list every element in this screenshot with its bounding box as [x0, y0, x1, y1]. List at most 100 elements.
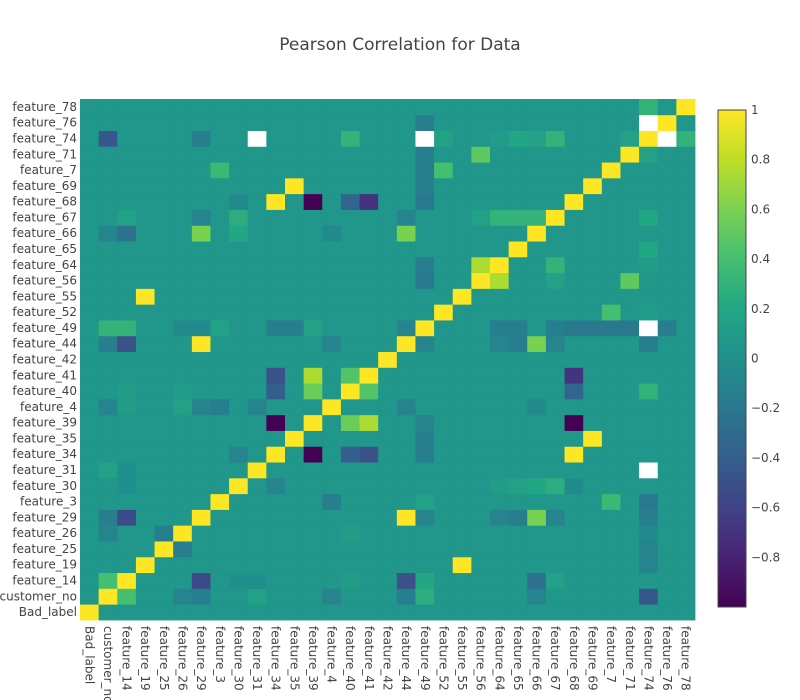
heatmap-cell	[229, 493, 249, 510]
heatmap-cell	[545, 351, 565, 368]
heatmap-cell	[229, 572, 249, 589]
heatmap-cell	[266, 398, 286, 416]
colorbar-tick-label: −0.2	[751, 401, 780, 415]
heatmap-cell	[620, 477, 640, 495]
heatmap-cell	[657, 493, 677, 510]
heatmap-cell	[508, 351, 528, 368]
heatmap-cell	[117, 272, 137, 289]
heatmap-cell	[135, 162, 155, 179]
heatmap-cell	[378, 525, 398, 542]
heatmap-cell	[415, 162, 435, 179]
heatmap-cell	[98, 509, 118, 526]
heatmap-cell	[80, 130, 100, 147]
y-tick-label: feature_34	[12, 447, 77, 461]
heatmap-cell	[527, 225, 547, 242]
heatmap-cell	[396, 446, 416, 463]
heatmap-cell	[564, 162, 584, 179]
heatmap-cell	[471, 225, 491, 242]
heatmap-cell	[80, 398, 100, 416]
heatmap-cell	[564, 367, 584, 384]
heatmap-cell	[154, 272, 174, 289]
heatmap-cell	[378, 146, 398, 163]
heatmap-cell	[98, 398, 118, 416]
y-tick-label: customer_no	[0, 589, 77, 603]
heatmap-cell	[285, 383, 305, 400]
heatmap-cell	[434, 130, 454, 147]
heatmap-cell	[322, 225, 342, 242]
heatmap-cell	[657, 130, 677, 147]
heatmap-cell	[117, 209, 137, 226]
heatmap-cell	[322, 430, 342, 447]
heatmap-cell	[378, 193, 398, 210]
heatmap-cell	[434, 177, 454, 195]
heatmap-cell	[601, 177, 621, 195]
heatmap-cell	[471, 462, 491, 479]
heatmap-cell	[98, 367, 118, 384]
colorbar-tick-label: −0.4	[751, 451, 780, 465]
y-tick-label: feature_26	[12, 526, 77, 540]
heatmap-cell	[545, 398, 565, 416]
heatmap-cell	[583, 525, 603, 542]
heatmap-cell	[434, 525, 454, 542]
heatmap-cell	[210, 288, 230, 305]
heatmap-cell	[173, 493, 193, 510]
heatmap-cell	[601, 525, 621, 542]
heatmap-cell	[545, 556, 565, 574]
heatmap-cell	[639, 604, 659, 621]
heatmap-cell	[434, 193, 454, 210]
heatmap-cell	[210, 146, 230, 163]
x-tick-label: feature_29	[194, 626, 208, 691]
heatmap-cell	[80, 146, 100, 163]
heatmap-cell	[303, 114, 323, 131]
heatmap-cell	[303, 146, 323, 163]
heatmap-cell	[620, 146, 640, 163]
heatmap-cell	[191, 493, 211, 510]
heatmap-cell	[80, 288, 100, 305]
x-tick-label: feature_66	[530, 626, 544, 691]
heatmap-cell	[340, 477, 360, 495]
heatmap-cell	[378, 477, 398, 495]
heatmap-cell	[98, 320, 118, 337]
heatmap-cell	[508, 335, 528, 353]
heatmap-cell	[117, 351, 137, 368]
heatmap-cell	[620, 556, 640, 574]
heatmap-cell	[154, 556, 174, 574]
heatmap-cell	[154, 477, 174, 495]
heatmap-cell	[583, 114, 603, 131]
heatmap-cell	[564, 193, 584, 210]
heatmap-cell	[154, 462, 174, 479]
heatmap-cell	[601, 225, 621, 242]
heatmap-cell	[471, 209, 491, 226]
heatmap-cell	[80, 509, 100, 526]
heatmap-cell	[191, 304, 211, 321]
heatmap-cell	[583, 335, 603, 353]
heatmap-cell	[135, 99, 155, 116]
heatmap-cell	[396, 604, 416, 621]
heatmap-cell	[303, 367, 323, 384]
heatmap-cell	[657, 320, 677, 337]
heatmap-cell	[322, 272, 342, 289]
heatmap-cell	[583, 462, 603, 479]
heatmap-cell	[639, 541, 659, 558]
heatmap-cell	[434, 256, 454, 274]
y-tick-label: feature_44	[12, 337, 77, 351]
heatmap-cell	[154, 241, 174, 258]
heatmap-cell	[117, 477, 137, 495]
heatmap-cell	[80, 477, 100, 495]
heatmap-cell	[173, 525, 193, 542]
heatmap-cell	[191, 209, 211, 226]
heatmap-cell	[415, 351, 435, 368]
heatmap-cell	[471, 398, 491, 416]
heatmap-cell	[98, 493, 118, 510]
heatmap-cell	[266, 509, 286, 526]
heatmap-cell	[639, 130, 659, 147]
heatmap-cell	[117, 572, 137, 589]
heatmap-cell	[210, 430, 230, 447]
heatmap-cell	[191, 572, 211, 589]
heatmap-cell	[676, 367, 696, 384]
heatmap-cell	[471, 556, 491, 574]
heatmap-cell	[173, 99, 193, 116]
heatmap-cell	[527, 272, 547, 289]
heatmap-cell	[80, 367, 100, 384]
x-tick-label: feature_19	[138, 626, 152, 691]
